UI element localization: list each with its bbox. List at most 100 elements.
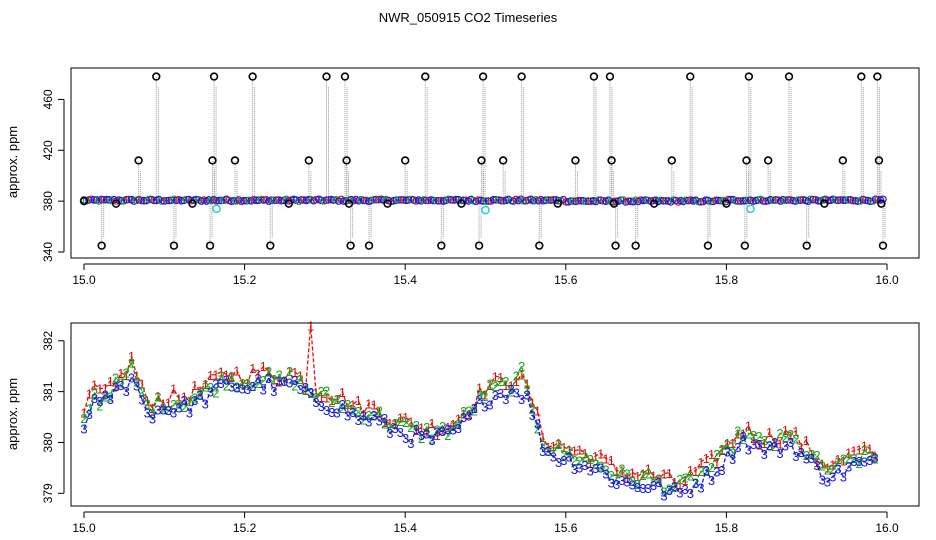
series-2-marker: 2: [497, 374, 504, 389]
outlier-point: [97, 241, 106, 250]
outlier-point: [134, 156, 143, 165]
data-point: [659, 197, 668, 205]
series-2-marker: 2: [745, 426, 752, 441]
series-3-marker: 3: [265, 371, 272, 386]
series-3-marker: 3: [181, 393, 188, 408]
data-point: [304, 195, 313, 204]
series-1-marker: 1: [239, 376, 246, 391]
series-1-marker: 1: [275, 374, 282, 389]
series-1-marker: 1: [782, 423, 789, 438]
data-point: [434, 196, 443, 205]
series-1-marker: 1: [444, 420, 451, 435]
series-3-marker: 3: [761, 447, 768, 462]
y-tick-label: 380: [41, 191, 55, 211]
series-1-marker: 1: [697, 455, 704, 470]
series-1-marker: 1: [144, 394, 151, 409]
data-point: [624, 197, 633, 205]
series-3-marker: 3: [191, 393, 198, 408]
series-2-marker: 2: [244, 376, 251, 391]
outlier-point: [763, 156, 773, 165]
series-3-marker: 3: [397, 425, 404, 440]
series-2-marker: 2: [96, 398, 103, 413]
outlier-point: [346, 241, 355, 250]
series-3-marker: 3: [186, 405, 193, 420]
series-3-marker: 3: [244, 382, 251, 397]
series-3-marker: 3: [476, 392, 483, 407]
series-3-marker: 3: [697, 480, 704, 495]
series-2-marker: 2: [507, 384, 514, 399]
series-2-marker: 2: [360, 413, 367, 428]
data-point: [392, 196, 400, 204]
series-1-marker: 1: [107, 374, 114, 389]
series-1-marker: 1: [460, 407, 467, 422]
series-1-marker: 1: [597, 446, 604, 461]
series-3-marker: 3: [159, 402, 166, 417]
series-2-marker: 2: [196, 386, 203, 401]
series-3-marker: 3: [349, 405, 356, 420]
series-2-marker: 2: [207, 380, 214, 395]
series-1-marker: 1: [539, 430, 546, 445]
series-2-marker: 2: [471, 404, 478, 419]
series-1-marker: 1: [254, 367, 261, 382]
series-2-marker: 2: [228, 369, 235, 384]
series-3-marker: 3: [776, 446, 783, 461]
series-2-marker: 2: [144, 397, 151, 412]
data-point: [866, 197, 875, 206]
data-point: [769, 196, 777, 205]
series-2-marker: 2: [481, 389, 488, 404]
series-3-marker: 3: [149, 411, 156, 426]
series-3-marker: 3: [365, 415, 372, 430]
series-2-marker: 2: [613, 471, 620, 486]
series-3-marker: 3: [602, 466, 609, 481]
outlier-point: [535, 241, 544, 250]
series-3-marker: 3: [407, 436, 414, 451]
series-2-marker: 2: [323, 384, 330, 399]
data-point: [137, 196, 146, 205]
series-2-marker: 2: [513, 368, 520, 383]
data-point: [694, 197, 703, 206]
series-2-marker: 2: [718, 442, 725, 457]
series-3-marker: 3: [275, 374, 282, 389]
series-3-marker: 3: [539, 444, 546, 459]
series-2-marker: 2: [692, 475, 699, 490]
series-2-marker: 2: [191, 391, 198, 406]
series-1-marker: 1: [655, 472, 662, 487]
series-3-marker: 3: [729, 452, 736, 467]
data-point: [844, 196, 852, 204]
series-3-marker: 3: [618, 473, 625, 488]
series-1-marker: 1: [734, 427, 741, 442]
series-1-line: [83, 325, 876, 485]
series-2-marker: 2: [571, 453, 578, 468]
series-1-marker: 1: [165, 395, 172, 410]
data-point: [726, 195, 735, 204]
series-3-marker: 3: [302, 380, 309, 395]
series-1-marker: 1: [402, 410, 409, 425]
series-1-marker: 1: [428, 416, 435, 431]
series-2-marker: 2: [133, 374, 140, 389]
data-point: [242, 196, 251, 205]
outlier-point: [857, 72, 866, 81]
series-2-marker: 2: [154, 390, 161, 405]
series-3-marker: 3: [91, 391, 98, 406]
series-2-marker: 2: [128, 355, 135, 370]
series-2-marker: 2: [618, 461, 625, 476]
series-2-marker: 2: [339, 401, 346, 416]
outlier-point: [474, 241, 484, 250]
series-2-marker: 2: [328, 395, 335, 410]
data-point: [329, 196, 338, 204]
series-1-marker: 1: [159, 396, 166, 411]
series-3-marker: 3: [101, 388, 108, 403]
series-2-marker: 2: [808, 447, 815, 462]
series-2-marker: 2: [729, 446, 736, 461]
data-point: [784, 196, 792, 204]
series-2-marker: 2: [566, 443, 573, 458]
series-1-marker: 1: [476, 381, 483, 396]
series-1-marker: 1: [386, 416, 393, 431]
series-3-marker: 3: [428, 433, 435, 448]
bottom-x-axis: 15.0 15.2 15.4 15.6 15.8 16.0: [72, 511, 899, 535]
data-point: [397, 196, 405, 204]
outlier-point: [878, 241, 888, 250]
outlier-point: [631, 241, 640, 250]
series-1-marker: 1: [834, 452, 841, 467]
